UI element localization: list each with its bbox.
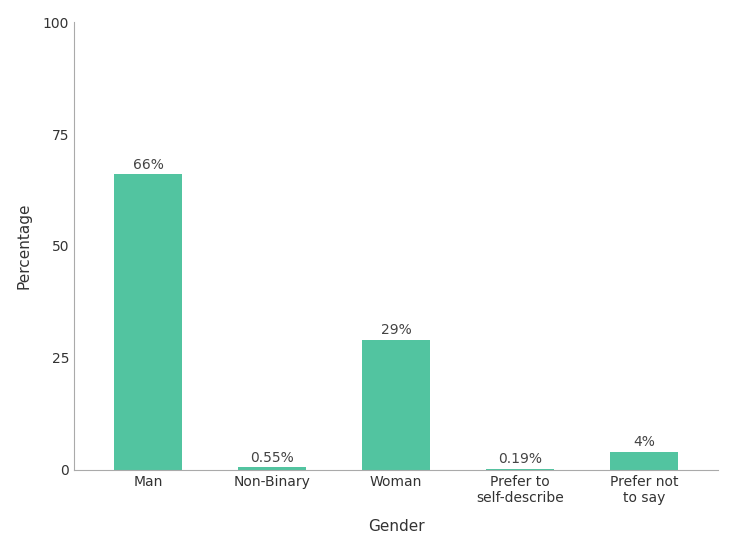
Bar — [114, 174, 182, 469]
Text: 4%: 4% — [633, 435, 655, 449]
Bar — [362, 340, 430, 469]
X-axis label: Gender: Gender — [368, 520, 425, 534]
Text: 0.19%: 0.19% — [498, 452, 542, 466]
Bar — [610, 452, 678, 469]
Y-axis label: Percentage: Percentage — [17, 203, 32, 289]
Text: 66%: 66% — [133, 158, 164, 172]
Text: 29%: 29% — [381, 323, 412, 337]
Text: 0.55%: 0.55% — [251, 451, 294, 464]
Bar — [238, 467, 306, 469]
